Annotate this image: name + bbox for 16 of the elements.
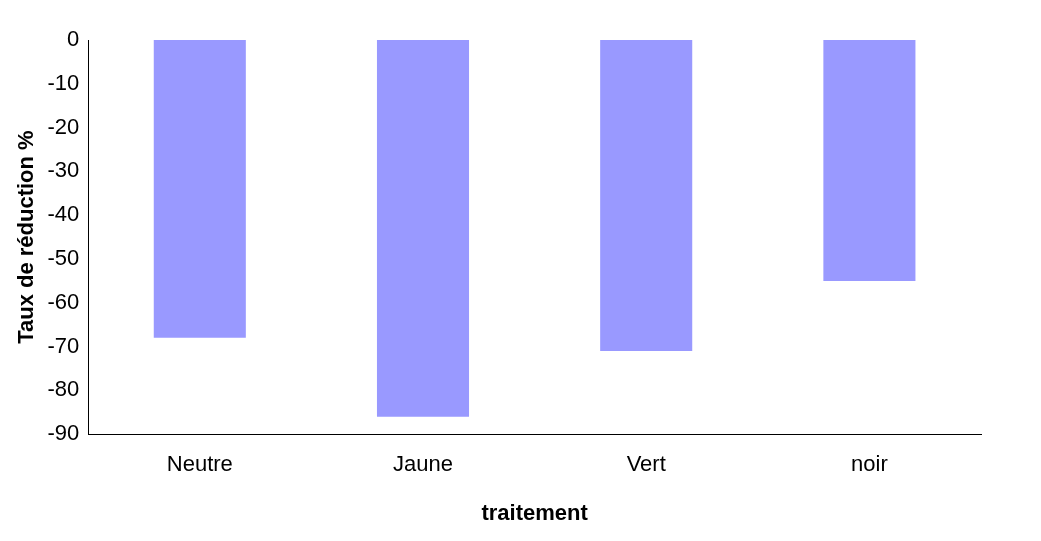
y-tick-label: -40 (47, 201, 80, 227)
y-tick-label: -30 (47, 157, 80, 183)
y-tick-label: -50 (47, 245, 80, 271)
x-tick-label: Vert (626, 451, 666, 477)
y-tick-label: 0 (66, 26, 80, 52)
y-tick-label: -10 (47, 69, 80, 95)
y-tick-label: -60 (47, 288, 80, 314)
x-tick-label: noir (851, 451, 888, 477)
y-tick-label: -80 (47, 376, 80, 402)
x-tick-label: Jaune (393, 451, 453, 477)
y-axis-title: Taux de réduction % (13, 130, 39, 344)
y-tick-label: -90 (47, 420, 80, 446)
x-tick-label: Neutre (166, 451, 233, 477)
y-tick-label: -20 (47, 113, 80, 139)
y-tick-label: -70 (47, 332, 80, 358)
x-axis-title: traitement (481, 499, 589, 525)
